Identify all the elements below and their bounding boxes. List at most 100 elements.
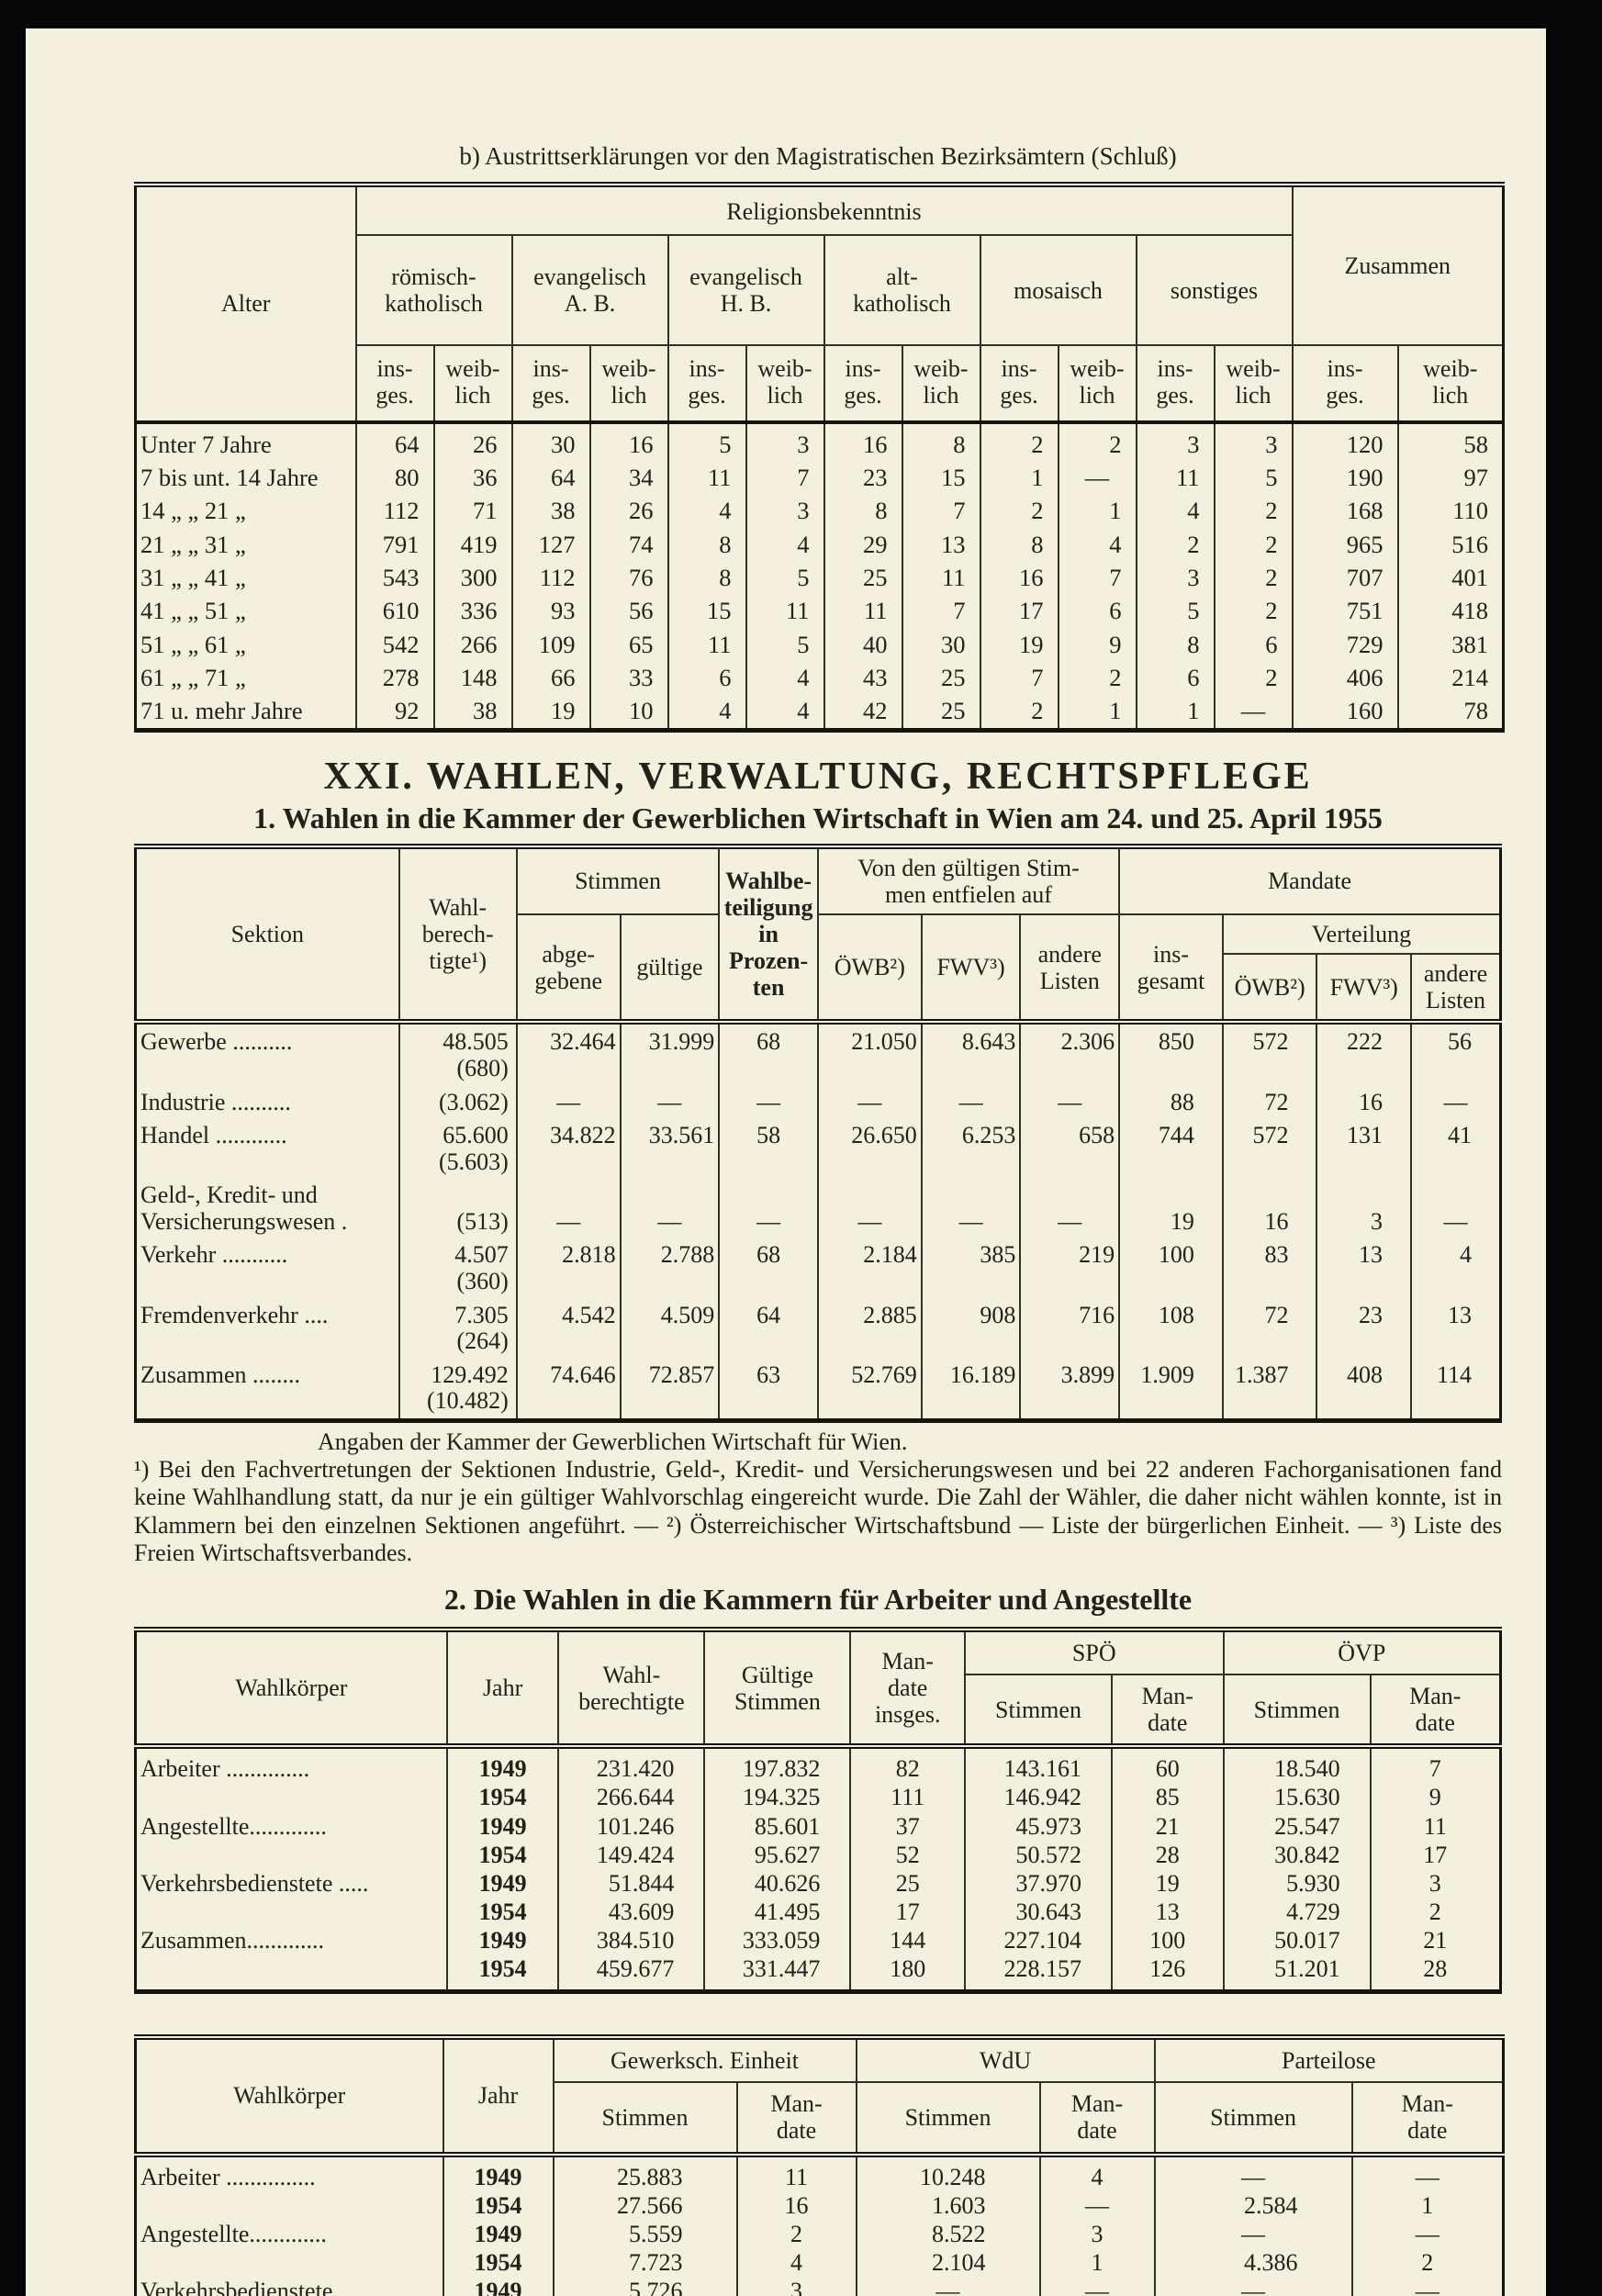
subsection-1-title: 1. Wahlen in die Kammer der Gewerblichen… — [253, 801, 1383, 834]
weiblich-subheader: weib- lich — [433, 345, 513, 422]
table-cell: 1.603 — [856, 2190, 1041, 2220]
table-cell: 85 — [1112, 1783, 1225, 1812]
table-row: Fremdenverkehr .... 7.305 (264) 4.542 4.509… — [135, 1298, 1502, 1359]
table-cell: 2 — [1214, 660, 1294, 695]
religion-table-caption: b) Austrittserklärungen vor den Magistra… — [459, 142, 1177, 170]
table-cell: 3 — [745, 494, 825, 528]
table-row: 1954 459.677 331.447 180 228.157 126 51.201 28 — [135, 1954, 1502, 1992]
parteien-table-body: Arbeiter ............... 1949 25.883 11 10.2… — [135, 2151, 1505, 2296]
table-cell: 13 — [902, 527, 981, 561]
table-cell: 26.650 — [817, 1119, 923, 1180]
table-cell: 401 — [1397, 560, 1505, 595]
religion-table-body: Unter 7 Jahre 64 26 30 16 5 3 16 8 2 2 3 3 120 58 7 bis… — [135, 420, 1505, 730]
row-label: 14 „ „ 21 „ — [135, 494, 357, 528]
table-cell: 15.630 — [1223, 1783, 1372, 1812]
table-cell: 83 — [1222, 1238, 1318, 1299]
table-cell: 15 — [667, 594, 747, 628]
table-cell: 4.729 — [1223, 1897, 1372, 1926]
table-cell: 80 — [355, 460, 435, 495]
table-cell: 7.723 — [553, 2247, 738, 2277]
wahlbeteiligung-header: Wahlbe- teiligung in Prozen- ten — [719, 846, 819, 1023]
table-cell: 30.643 — [964, 1897, 1114, 1926]
table-cell: 2.306 — [1020, 1019, 1121, 1086]
table-cell: 34 — [589, 460, 669, 495]
table-cell: 143.161 — [964, 1743, 1114, 1784]
wahlberechtigte-cell: 7.305 (264) — [398, 1298, 518, 1359]
page-content: b) Austrittserklärungen vor den Magistra… — [26, 28, 1546, 2296]
table-cell: 2 — [1214, 560, 1294, 595]
table-row: Industrie .......... (3.062) — — — — — —88 72 16— — [135, 1085, 1502, 1120]
table-cell: 3 — [1039, 2219, 1156, 2248]
table-row: 61 „ „ 71 „ 278 148 66 33 6 4 43 25 7 2 6 2 406 214 — [135, 660, 1505, 695]
table-cell: 33 — [589, 660, 669, 695]
religion-group-header: evangelisch H. B. — [667, 235, 825, 347]
table-row: 1954 266.644 194.325 111 146.942 85 15.630 9 — [135, 1783, 1502, 1812]
table-cell: 52.769 — [817, 1358, 923, 1421]
table-cell: 4 — [1058, 527, 1137, 561]
sektion-header: Sektion — [135, 846, 400, 1023]
table-cell: — — [719, 1179, 819, 1239]
table-cell: 850 — [1119, 1019, 1224, 1086]
table-cell: 2 — [1058, 420, 1137, 461]
row-label: Angestellte............. — [135, 2219, 444, 2248]
table-cell: 25 — [823, 560, 903, 595]
table-cell: 4.386 — [1154, 2247, 1353, 2277]
subsection-2-title: 2. Die Wahlen in die Kammern für Arbeite… — [443, 1582, 1193, 1616]
table-cell: 11 — [745, 594, 825, 628]
table-cell: — — [1351, 2219, 1505, 2248]
table-cell: 50.017 — [1223, 1926, 1372, 1955]
table-cell: 278 — [355, 660, 435, 695]
table-cell: 384.510 — [558, 1926, 706, 1955]
table-cell: 19 — [511, 694, 591, 730]
table-cell: 15 — [902, 460, 981, 495]
religion-table: Alter Religionsbekenntnis Zusammen römis… — [134, 182, 1506, 733]
table-cell: 7 — [1058, 560, 1137, 595]
table-cell: 74 — [589, 527, 669, 561]
table-cell: 16 — [980, 560, 1059, 595]
table-row: 31 „ „ 41 „ 543 300 112 76 8 5 25 11 16 7 3 2 707 401 — [135, 560, 1505, 595]
table-cell: 219 — [1020, 1238, 1121, 1299]
table-cell: 16 — [589, 420, 669, 461]
table-cell: 101.246 — [558, 1811, 706, 1841]
parteien-header-row-2: Stimmen Man- date Stimmen Man- date Stim… — [136, 2082, 1505, 2155]
table-cell: 4 — [667, 694, 747, 730]
zusammen-column-header: Zusammen — [1292, 185, 1505, 347]
table-cell: — — [719, 1085, 819, 1120]
table-cell: 21 — [1370, 1926, 1502, 1955]
table-cell: — — [1039, 2276, 1156, 2296]
table-cell: 11 — [667, 460, 747, 495]
table-cell: 197.832 — [704, 1743, 852, 1784]
table-cell: 5.559 — [553, 2219, 738, 2248]
table-cell: — — [1410, 1085, 1502, 1120]
religion-group-header: römisch- katholisch — [355, 235, 513, 347]
table-cell: 93 — [511, 594, 591, 628]
table-cell: 112 — [355, 494, 435, 528]
table-cell: 8 — [1136, 627, 1216, 661]
table-cell: — — [817, 1179, 923, 1239]
table-cell: 3 — [736, 2276, 857, 2296]
jahr-cell: 1949 — [443, 2219, 555, 2248]
table-cell: 11 — [823, 594, 903, 628]
table-cell: 5 — [1136, 594, 1216, 628]
table-row: Verkehrsbedienstete ..... 1949 51.844 40.62… — [135, 1868, 1502, 1898]
table-cell: 19 — [1119, 1179, 1224, 1239]
table-cell: 744 — [1119, 1119, 1224, 1180]
table-cell: — — [921, 1085, 1022, 1120]
table-row: 1954 7.723 4 2.104 1 4.386 2 — [135, 2247, 1505, 2277]
row-label — [135, 1954, 448, 1992]
table-cell: 109 — [511, 627, 591, 661]
table-cell: 88 — [1119, 1085, 1224, 1120]
table-cell: 30 — [902, 627, 981, 661]
table-cell: 25.883 — [553, 2151, 738, 2191]
table-cell: 4 — [1039, 2151, 1156, 2191]
table-row: 1954 43.609 41.495 17 30.643 13 4.729 2 — [135, 1897, 1502, 1926]
table-cell: — — [1020, 1179, 1121, 1239]
table-cell: 64 — [719, 1298, 819, 1359]
table-cell: 2 — [1370, 1897, 1502, 1926]
weiblich-subheader: weib- lich — [1214, 345, 1294, 422]
table-cell: — — [1020, 1085, 1121, 1120]
table-cell: 60 — [1112, 1743, 1225, 1784]
table-cell: 40 — [823, 627, 903, 661]
parteilose-group-header: Parteilose — [1154, 2037, 1505, 2084]
table-cell: 231.420 — [558, 1743, 706, 1784]
